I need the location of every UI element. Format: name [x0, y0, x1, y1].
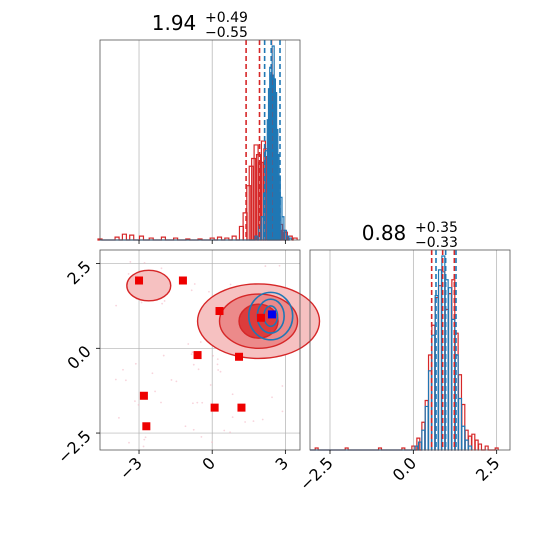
- param2-xtick-label-2: 2.5: [472, 453, 503, 484]
- sample-dot: [151, 372, 154, 375]
- scatter-marker-1: [178, 276, 187, 285]
- sample-dot: [162, 354, 165, 357]
- scatter-marker-5: [235, 352, 244, 361]
- sample-dot: [161, 302, 164, 305]
- sample-dot: [118, 416, 120, 419]
- sample-dot: [163, 300, 166, 302]
- sample-dot: [114, 378, 117, 381]
- param2-title-minus: −0.33: [415, 235, 458, 251]
- scatter-xtick-label-0: −3: [116, 453, 146, 483]
- sample-dot: [229, 431, 231, 434]
- sample-dot: [154, 390, 156, 393]
- scatter-marker-9: [142, 422, 151, 431]
- sample-dot: [278, 264, 281, 267]
- sample-dot: [184, 425, 187, 428]
- param1-title-value: 1.94: [152, 11, 197, 35]
- sample-dot: [197, 368, 200, 371]
- param2-xtick-label-0: −2.5: [296, 453, 337, 494]
- sample-dot: [187, 343, 190, 345]
- param1-title-plus: +0.49: [205, 10, 248, 26]
- param2-xtick-label-1: 0.0: [389, 453, 420, 484]
- sample-dot: [192, 363, 195, 366]
- sample-dot: [271, 396, 273, 399]
- sample-dot: [264, 265, 267, 267]
- scatter-frame: [99, 249, 301, 451]
- sample-dot: [209, 384, 212, 386]
- sample-dot: [144, 436, 147, 439]
- scatter-marker-2: [215, 307, 224, 316]
- sample-dot: [196, 401, 199, 404]
- sample-dot: [223, 429, 226, 432]
- sample-dot: [229, 283, 232, 286]
- sample-dot: [281, 385, 284, 387]
- scatter-highlight-marker: [267, 310, 276, 319]
- param2-histogram-panel: −2.5 0.0 2.5 0.88 +0.35−0.33: [296, 220, 511, 494]
- param2-title-value: 0.88: [362, 221, 407, 245]
- sample-dot: [142, 445, 145, 448]
- scatter-xtick-label-2: 3: [272, 453, 293, 474]
- param1-title-minus: −0.55: [205, 25, 248, 41]
- sample-dot: [140, 301, 143, 304]
- sample-dot: [191, 402, 194, 405]
- sample-dot: [211, 441, 213, 444]
- sample-dot: [192, 428, 195, 431]
- sample-dot: [191, 351, 194, 354]
- scatter-ytick-label-1: 0.0: [63, 342, 94, 373]
- scatter-marker-4: [193, 351, 202, 360]
- sample-dot: [208, 290, 210, 293]
- scatter-ytick-label-2: 2.5: [63, 257, 94, 288]
- scatter-marker-7: [210, 403, 219, 412]
- sample-dot: [281, 410, 284, 413]
- sample-dot: [193, 283, 196, 285]
- sample-dot: [216, 358, 219, 361]
- scatter-marker-3: [256, 313, 265, 322]
- sample-dot: [212, 354, 214, 357]
- sample-dot: [160, 401, 162, 404]
- param1-histogram-frame: [99, 39, 301, 241]
- sample-dot: [134, 362, 137, 365]
- sample-dot: [219, 370, 222, 373]
- sample-dot: [143, 261, 146, 264]
- sample-dot: [190, 353, 193, 356]
- sample-dot: [134, 400, 136, 403]
- sample-dot: [124, 379, 127, 382]
- scatter-marker-6: [139, 391, 148, 400]
- sample-dot: [216, 363, 219, 366]
- param2-red-histogram: [310, 271, 499, 451]
- sample-dot: [190, 289, 193, 292]
- sample-dot: [160, 267, 163, 270]
- blue-contour-level-0: [247, 291, 294, 341]
- param1-param2-scatter-panel: −3 0 3 −2.5 0.0 2.5: [54, 249, 321, 484]
- scatter-marker-8: [237, 403, 246, 412]
- sample-dot: [122, 368, 124, 371]
- sample-dot: [175, 380, 178, 383]
- sample-dot: [170, 379, 173, 381]
- scatter-ytick-label-0: −2.5: [54, 426, 95, 467]
- sample-dot: [200, 436, 203, 438]
- sample-dot: [199, 341, 202, 343]
- param2-title-plus: +0.35: [415, 220, 458, 236]
- sample-dot: [244, 421, 247, 423]
- scatter-xtick-label-1: 0: [198, 453, 219, 474]
- sample-dot: [129, 261, 132, 263]
- sample-dot: [137, 403, 140, 406]
- sample-dot: [252, 420, 255, 423]
- sample-dot: [231, 393, 234, 396]
- red-contour-satellite: [126, 269, 172, 302]
- param1-histogram-panel: 1.94 +0.49−0.55: [97, 10, 301, 244]
- sample-dot: [261, 418, 264, 421]
- param2-blue-histogram: [310, 255, 473, 451]
- sample-dot: [217, 369, 220, 371]
- sample-dot: [115, 304, 118, 307]
- sample-dot: [128, 441, 130, 444]
- scatter-marker-0: [135, 276, 144, 285]
- sample-dot: [143, 438, 146, 441]
- param2-histogram-frame: [309, 249, 511, 451]
- sample-dot: [201, 401, 204, 404]
- sample-dot: [127, 273, 130, 275]
- sample-dot: [231, 416, 234, 419]
